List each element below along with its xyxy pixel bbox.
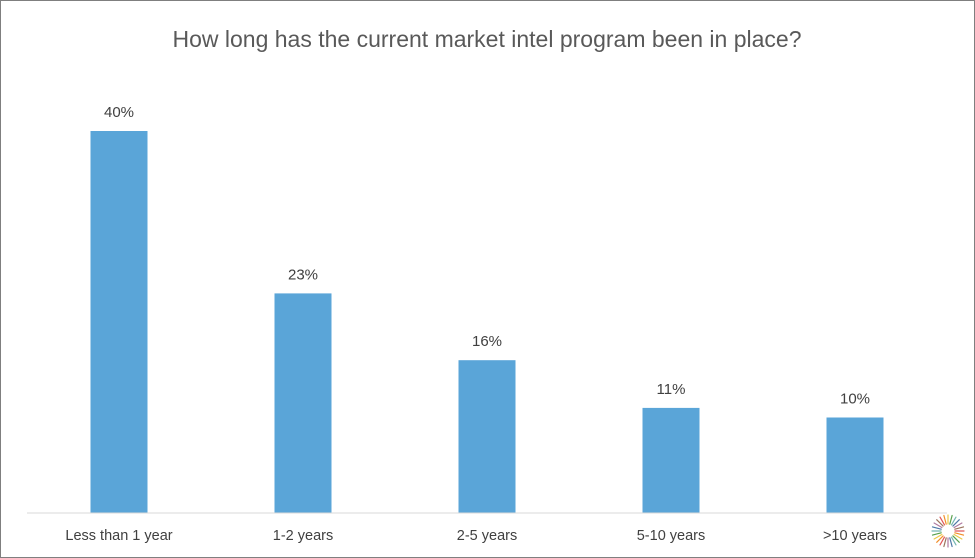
logo-spoke <box>952 519 960 527</box>
logo-spoke <box>954 532 965 536</box>
logo-spoke <box>936 519 944 527</box>
logo-spoke <box>931 526 942 530</box>
data-label-4: 10% <box>840 391 870 408</box>
logo-spoke <box>933 533 943 540</box>
x-tick-label-4: >10 years <box>823 528 887 544</box>
x-tick-label-2: 2-5 years <box>457 528 517 544</box>
logo-spoke <box>952 535 960 543</box>
logo-spoke <box>939 536 946 546</box>
x-tick-labels-group: Less than 1 year 1-2 years 2-5 years 5-10 y… <box>65 528 887 544</box>
x-tick-label-1: 1-2 years <box>273 528 333 544</box>
data-label-1: 23% <box>288 266 318 283</box>
data-label-3: 11% <box>657 381 686 398</box>
logo-spoke <box>949 514 953 525</box>
logo-spoke <box>954 526 965 530</box>
x-tick-label-0: Less than 1 year <box>65 528 172 544</box>
logo-spoke <box>931 532 942 536</box>
logo-spoke <box>939 516 946 526</box>
logo-spoke <box>943 537 947 548</box>
x-tick-label-3: 5-10 years <box>637 528 706 544</box>
logo-spoke <box>936 535 944 543</box>
bar-0 <box>90 131 148 513</box>
logo-spoke <box>949 537 953 548</box>
logo-spoke <box>943 514 947 525</box>
bar-2 <box>458 360 516 513</box>
logo-spoke <box>950 536 957 546</box>
logo-spoke <box>950 516 957 526</box>
bars-group <box>90 131 884 514</box>
chart-title: How long has the current market intel pr… <box>172 26 801 52</box>
data-label-2: 16% <box>472 333 502 350</box>
data-label-0: 40% <box>104 104 134 121</box>
data-labels-group: 40% 23% 16% 11% 10% <box>104 104 870 408</box>
bar-1 <box>274 293 332 514</box>
logo-spoke <box>933 522 943 529</box>
sunburst-logo-icon <box>931 514 965 548</box>
logo-spoke <box>953 522 963 529</box>
logo-spoke <box>953 533 963 540</box>
bar-3 <box>642 407 700 513</box>
bar-4 <box>826 417 884 513</box>
